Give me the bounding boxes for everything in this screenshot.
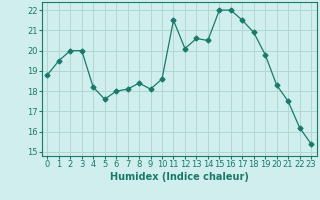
X-axis label: Humidex (Indice chaleur): Humidex (Indice chaleur) [110,172,249,182]
